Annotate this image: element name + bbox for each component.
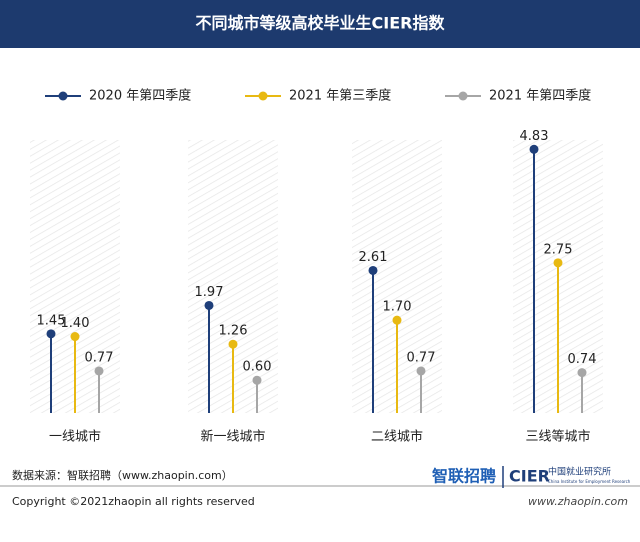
chart-title: 不同城市等级高校毕业生CIER指数 bbox=[196, 14, 446, 33]
dot bbox=[252, 375, 262, 385]
value-label: 1.70 bbox=[383, 300, 412, 315]
dot bbox=[392, 315, 402, 325]
dot bbox=[204, 300, 214, 310]
value-label: 2.61 bbox=[359, 250, 388, 265]
legend-dot bbox=[58, 91, 68, 101]
dot bbox=[529, 144, 539, 154]
logo-zhaopin: 智联招聘 bbox=[432, 467, 496, 486]
dot bbox=[70, 332, 80, 342]
value-label: 2.75 bbox=[544, 242, 573, 257]
value-label: 0.77 bbox=[85, 350, 114, 365]
dot bbox=[46, 329, 56, 339]
legend-dot bbox=[458, 91, 468, 101]
x-tick-label: 三线等城市 bbox=[525, 429, 590, 445]
value-label: 1.45 bbox=[37, 313, 66, 328]
dot bbox=[416, 366, 426, 376]
logo-cier: CIER bbox=[509, 467, 550, 486]
dot bbox=[228, 339, 238, 349]
logo-cier-en: China Institute for Employment Research bbox=[548, 479, 631, 484]
url: www.zhaopin.com bbox=[528, 495, 628, 508]
legend-label: 2021 年第四季度 bbox=[489, 88, 591, 104]
value-label: 0.77 bbox=[407, 350, 436, 365]
value-label: 1.26 bbox=[219, 324, 248, 339]
x-tick-label: 新一线城市 bbox=[200, 429, 265, 445]
title-bar bbox=[0, 0, 640, 48]
dot bbox=[94, 366, 104, 376]
legend-dot bbox=[258, 91, 268, 101]
dot bbox=[577, 368, 587, 378]
x-tick-label: 一线城市 bbox=[49, 429, 101, 445]
legend-label: 2020 年第四季度 bbox=[89, 88, 191, 104]
value-label: 0.74 bbox=[568, 352, 597, 367]
value-label: 1.40 bbox=[61, 316, 90, 331]
value-label: 1.97 bbox=[195, 285, 224, 300]
value-label: 0.60 bbox=[243, 360, 272, 375]
copyright: Copyright ©2021zhaopin all rights reserv… bbox=[12, 495, 255, 508]
source: 数据来源：智联招聘（www.zhaopin.com） bbox=[12, 468, 233, 482]
dot bbox=[553, 258, 563, 268]
value-label: 4.83 bbox=[520, 129, 549, 144]
dot bbox=[368, 265, 378, 275]
logo-cier-cn: 中国就业研究所 bbox=[548, 466, 611, 478]
legend-label: 2021 年第三季度 bbox=[289, 88, 391, 104]
x-tick-label: 二线城市 bbox=[371, 429, 423, 445]
